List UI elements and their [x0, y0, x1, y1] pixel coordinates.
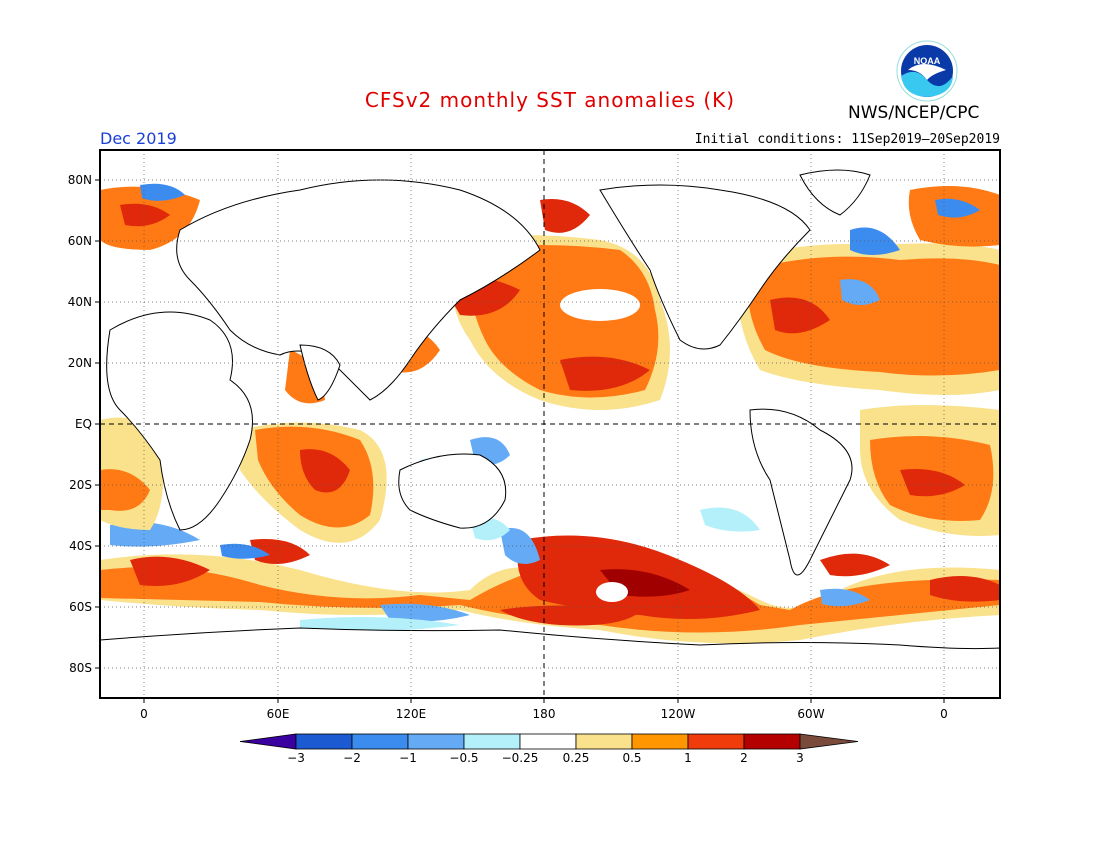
- colorbar-label: −2: [343, 751, 361, 765]
- colorbar-swatch: [743, 733, 801, 750]
- lon-label: 60W: [797, 707, 824, 721]
- lon-label: 60E: [267, 707, 290, 721]
- lat-label: EQ: [75, 417, 92, 431]
- colorbar-swatch: [575, 733, 633, 750]
- lon-label: 180: [533, 707, 556, 721]
- colorbar-swatch: [295, 733, 353, 750]
- initial-conditions-label: Initial conditions: 11Sep2019–20Sep2019: [694, 132, 1000, 147]
- lat-label: 80S: [69, 661, 92, 675]
- colorbar-label: 0.5: [622, 751, 641, 765]
- colorbar-label: −1: [399, 751, 417, 765]
- lon-label: 0: [940, 707, 948, 721]
- lat-label: 40S: [69, 539, 92, 553]
- colorbar-label: 1: [684, 751, 692, 765]
- colorbar-max-triangle: [799, 733, 859, 750]
- colorbar-label: −3: [287, 751, 305, 765]
- colorbar-label: 0.25: [563, 751, 590, 765]
- anomaly-field: [100, 150, 1000, 698]
- lat-label: 20N: [68, 356, 92, 370]
- colorbar-label: 3: [796, 751, 804, 765]
- colorbar-swatch: [687, 733, 745, 750]
- lat-label: 80N: [68, 173, 92, 187]
- lon-label: 120W: [661, 707, 696, 721]
- lat-label: 60S: [69, 600, 92, 614]
- lat-label: 40N: [68, 295, 92, 309]
- colorbar-min-triangle: [239, 733, 297, 750]
- map-title: CFSv2 monthly SST anomalies (K): [364, 88, 736, 112]
- colorbar-swatch: [463, 733, 521, 750]
- noaa-logo: NOAA: [896, 40, 958, 102]
- agency-label: NWS/NCEP/CPC: [848, 103, 980, 123]
- colorbar-swatch: [407, 733, 465, 750]
- colorbar-label: −0.5: [449, 751, 478, 765]
- lat-label: 60N: [68, 234, 92, 248]
- colorbar-swatch: [631, 733, 689, 750]
- colorbar-swatch: [519, 733, 577, 750]
- lon-label: 0: [140, 707, 148, 721]
- valid-month-label: Dec 2019: [100, 129, 177, 148]
- lon-label: 120E: [396, 707, 427, 721]
- svg-text:NOAA: NOAA: [914, 56, 941, 66]
- colorbar-label: 2: [740, 751, 748, 765]
- colorbar: −3 −2 −1 −0.5 −0.25 0.25 0.5 1 2 3: [239, 733, 859, 765]
- colorbar-label: −0.25: [502, 751, 539, 765]
- colorbar-swatch: [351, 733, 409, 750]
- lat-label: 20S: [69, 478, 92, 492]
